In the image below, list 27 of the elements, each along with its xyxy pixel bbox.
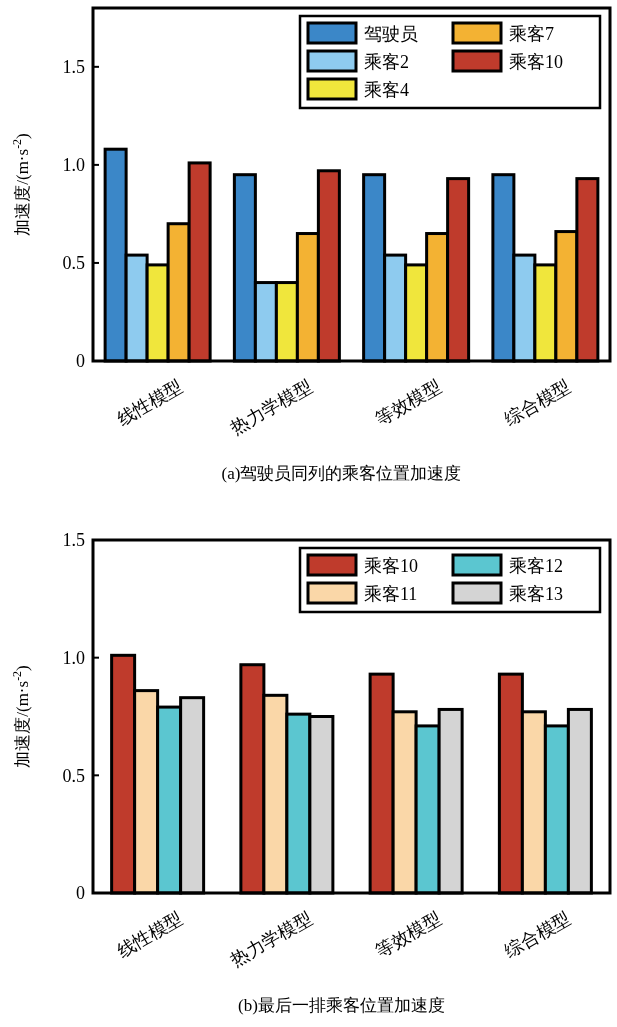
legend-label: 乘客12 xyxy=(509,556,563,576)
y-tick-label: 0 xyxy=(76,351,85,372)
x-tick-label: 线性模型 xyxy=(113,908,186,962)
text: (a)驾驶员同列的乘客位置加速度 xyxy=(221,464,462,483)
legend-label: 乘客10 xyxy=(364,556,418,576)
y-tick-label: 1.5 xyxy=(62,530,85,551)
legend-label: 乘客13 xyxy=(509,584,563,604)
legend-label: 乘客11 xyxy=(364,584,418,604)
x-tick-label: 线性模型 xyxy=(113,376,186,430)
legend-label: 乘客4 xyxy=(364,80,409,100)
legend-label: 乘客2 xyxy=(364,52,409,72)
x-tick-label: 等效模型 xyxy=(372,376,445,430)
x-tick-label: 热力学模型 xyxy=(227,908,316,971)
y-tick-label: 1.5 xyxy=(62,57,85,78)
x-tick-label: 综合模型 xyxy=(501,908,574,962)
legend-label: 驾驶员 xyxy=(364,24,418,44)
text: (b)最后一排乘客位置加速度 xyxy=(238,996,445,1015)
x-tick-label: 热力学模型 xyxy=(227,376,316,439)
y-tick-label: 0.5 xyxy=(62,253,85,274)
y-tick-label: 0 xyxy=(76,883,85,904)
x-tick-label: 综合模型 xyxy=(501,376,574,430)
x-tick-label: 等效模型 xyxy=(372,908,445,962)
y-tick-label: 0.5 xyxy=(62,765,85,786)
legend-label: 乘客10 xyxy=(509,52,563,72)
legend-label: 乘客7 xyxy=(509,24,554,44)
y-tick-label: 1.0 xyxy=(62,647,85,668)
y-tick-label: 1.0 xyxy=(62,155,85,176)
